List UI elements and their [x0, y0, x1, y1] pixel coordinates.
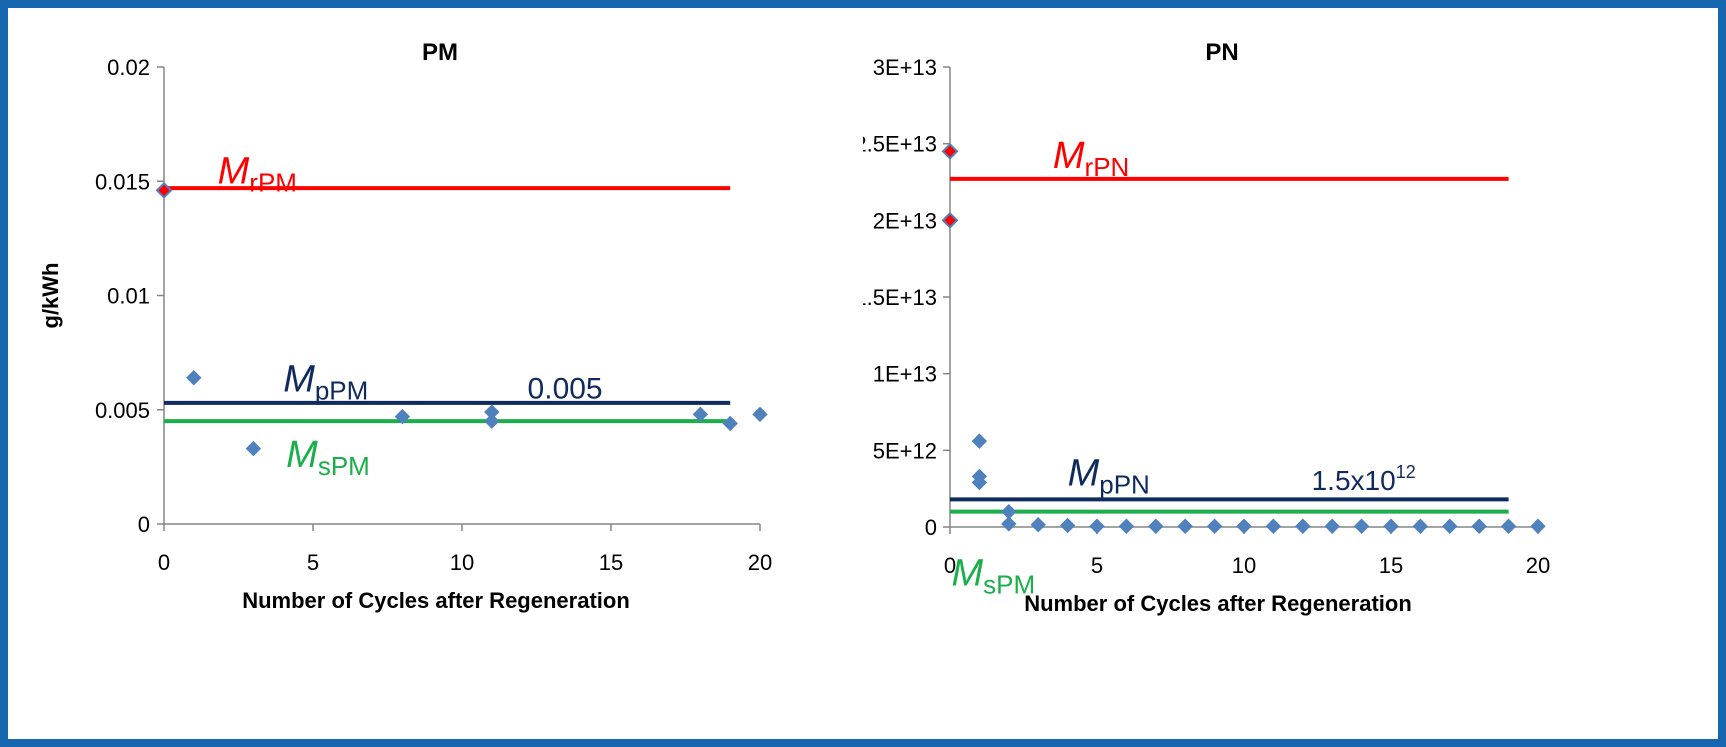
data-point	[245, 440, 262, 457]
annotation-subscript: rPM	[249, 168, 297, 198]
y-tick-label: 1.5E+13	[863, 285, 937, 310]
data-point	[971, 474, 988, 491]
y-tick-label: 5E+12	[873, 438, 937, 463]
y-tick-label: 1E+13	[873, 362, 937, 387]
data-point	[1353, 518, 1370, 534]
data-point	[1206, 518, 1223, 534]
data-point	[1471, 518, 1487, 534]
data-point	[1383, 518, 1399, 534]
x-axis-label: Number of Cycles after Regeneration	[1024, 591, 1412, 616]
data-point	[1059, 517, 1076, 534]
x-tick-label: 20	[748, 550, 772, 575]
line-annotation: MrPN	[1053, 135, 1129, 182]
x-tick-label: 15	[1379, 553, 1403, 578]
annotation-symbol: M	[951, 552, 983, 594]
data-point	[1177, 518, 1193, 534]
y-tick-label: 3E+13	[873, 55, 937, 80]
y-axis-label: g/kWh	[38, 263, 63, 329]
annotation-subscript: sPM	[983, 569, 1035, 599]
data-point	[1236, 518, 1252, 534]
line-annotation: MsPM	[286, 434, 370, 481]
data-point	[941, 142, 959, 160]
x-tick-label: 20	[1526, 553, 1550, 578]
data-point	[1295, 518, 1311, 534]
annotation-subscript: sPM	[318, 451, 370, 481]
line-annotation: MsPM	[951, 552, 1035, 599]
data-point	[1412, 518, 1429, 534]
y-tick-label: 0	[925, 515, 937, 540]
x-axis-label: Number of Cycles after Regeneration	[242, 588, 630, 613]
data-point	[155, 181, 173, 199]
chart-title: PN	[1205, 39, 1238, 66]
annotation-symbol: M	[286, 434, 318, 476]
data-point	[752, 406, 768, 423]
line-annotation: MrPM	[218, 151, 297, 198]
data-point	[1265, 518, 1282, 534]
chart-panel: 0 0.005 0.01 0.015 0.02 0 5 10 15 20 PM Number of C…	[8, 8, 1718, 739]
data-point	[186, 370, 202, 386]
data-point	[1442, 518, 1458, 534]
annotation-value: 0.005	[528, 372, 603, 405]
data-point	[941, 211, 959, 229]
x-tick-label: 0	[158, 550, 170, 575]
x-tick-label: 5	[307, 550, 319, 575]
data-point	[971, 433, 988, 449]
chart-title: PM	[422, 39, 458, 66]
annotation-superscript: 12	[1396, 462, 1416, 482]
data-point	[1500, 518, 1517, 534]
annotation-value: 1.5x10	[1312, 465, 1396, 496]
pn-chart: 0 5E+12 1E+13 1.5E+13 2E+13 2.5E+13 3E+13 0 5 10 1…	[863, 39, 1550, 616]
y-tick-label: 2E+13	[873, 208, 937, 233]
data-point	[692, 406, 709, 423]
x-tick-label: 10	[450, 550, 474, 575]
line-annotation: 1.5x1012	[1312, 462, 1416, 496]
annotation-symbol: M	[1068, 453, 1100, 495]
annotation-symbol: M	[283, 358, 315, 400]
data-point	[1324, 518, 1340, 534]
annotation-symbol: M	[218, 151, 250, 193]
y-tick-label: 0.01	[107, 284, 150, 309]
data-point	[1089, 518, 1105, 534]
data-point	[1001, 516, 1017, 532]
annotation-subscript: rPN	[1085, 152, 1130, 182]
y-tick-label: 0.015	[95, 169, 150, 194]
data-point	[1530, 518, 1546, 534]
line-annotation: MpPN	[1068, 453, 1150, 500]
data-point	[1148, 518, 1164, 534]
data-point	[1030, 516, 1046, 533]
data-point	[722, 415, 738, 432]
line-annotation: MpPM	[283, 358, 368, 405]
annotation-subscript: pPM	[315, 375, 368, 405]
annotation-symbol: M	[1053, 135, 1085, 177]
y-tick-label: 0	[138, 512, 150, 537]
y-tick-label: 2.5E+13	[863, 132, 937, 157]
data-point	[394, 408, 411, 425]
x-tick-label: 0	[944, 553, 956, 578]
x-tick-label: 5	[1091, 553, 1103, 578]
data-point	[484, 413, 500, 429]
y-tick-label: 0.005	[95, 398, 150, 423]
data-point	[1118, 518, 1135, 534]
x-tick-label: 15	[599, 550, 623, 575]
x-tick-label: 10	[1232, 553, 1256, 578]
pm-chart: 0 0.005 0.01 0.015 0.02 0 5 10 15 20 PM Number of C…	[38, 39, 772, 613]
annotation-subscript: pPN	[1099, 470, 1150, 500]
y-tick-label: 0.02	[107, 55, 150, 80]
